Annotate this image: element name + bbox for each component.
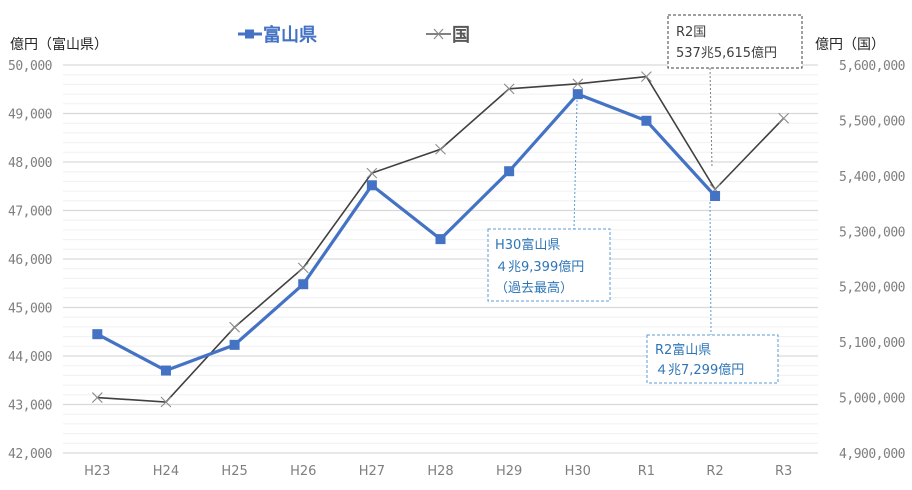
- square-marker-icon: [641, 115, 652, 126]
- callout-line: ４兆7,299億円: [655, 362, 744, 378]
- x-tick-label: H29: [496, 464, 522, 479]
- left-tick-label: 48,000: [8, 156, 52, 171]
- square-marker-icon: [366, 180, 377, 191]
- x-marker-icon: [433, 28, 444, 40]
- x-marker-icon: [641, 71, 652, 83]
- x-tick-label: H23: [84, 464, 110, 479]
- callout-h30-pref: H30富山県 ４兆9,399億円 （過去最高）: [487, 228, 611, 302]
- x-marker-icon: [297, 262, 309, 274]
- x-tick-label: R1: [638, 464, 655, 479]
- x-marker-icon: [778, 112, 790, 124]
- legend-item-pref[interactable]: 富山県: [238, 24, 317, 46]
- square-marker-icon: [710, 190, 721, 201]
- right-axis-ticks: 4,900,000 5,000,000 5,100,000 5,200,000 5,30…: [839, 59, 905, 462]
- x-marker-icon: [572, 78, 584, 90]
- toyama-line: [96, 92, 717, 373]
- x-marker-icon: [91, 392, 103, 403]
- x-marker-icon: [229, 321, 240, 333]
- legend-label-pref: 富山県: [263, 24, 317, 46]
- callout-r2-nat: R2国 537兆5,615億円: [667, 14, 803, 69]
- leader-h30-pref: [573, 99, 578, 230]
- x-axis-ticks: H23 H24 H25 H26 H27 H28 H29 H30 R1 R2 R3: [84, 464, 792, 479]
- square-marker-icon: [298, 279, 309, 290]
- right-tick-label: 5,100,000: [839, 336, 905, 351]
- callout-leaders: [573, 67, 713, 336]
- right-axis-title: 億円（国）: [815, 37, 885, 53]
- right-tick-label: 5,200,000: [839, 281, 905, 296]
- left-tick-label: 50,000: [8, 59, 52, 74]
- x-marker-icon: [435, 143, 446, 155]
- gridlines: [63, 64, 818, 454]
- callout-line: （過去最高）: [495, 280, 573, 296]
- leader-r2-nat: [709, 67, 713, 169]
- x-tick-label: H27: [359, 464, 385, 479]
- series-toyama: [92, 89, 721, 376]
- left-tick-label: 42,000: [8, 447, 52, 462]
- callout-line: R2富山県: [655, 342, 711, 358]
- square-marker-icon: [504, 166, 515, 177]
- x-tick-label: H26: [290, 464, 316, 479]
- x-tick-label: H28: [427, 464, 453, 479]
- x-marker-icon: [366, 167, 378, 179]
- left-tick-label: 46,000: [8, 253, 52, 268]
- right-tick-label: 5,600,000: [839, 59, 905, 74]
- square-marker-icon: [245, 29, 254, 39]
- x-marker-icon: [503, 83, 515, 95]
- legend: 富山県 国: [238, 24, 470, 46]
- callout-line: ４兆9,399億円: [495, 259, 584, 275]
- x-tick-label: R2: [706, 464, 723, 479]
- square-marker-icon: [435, 234, 446, 245]
- square-marker-icon: [160, 365, 171, 376]
- callout-line: H30富山県: [495, 237, 560, 253]
- callout-line: 537兆5,615億円: [676, 45, 777, 61]
- right-tick-label: 5,300,000: [839, 225, 905, 240]
- left-tick-label: 43,000: [8, 399, 52, 414]
- square-marker-icon: [92, 329, 103, 340]
- x-tick-label: H25: [221, 464, 247, 479]
- left-axis-title: 億円（富山県）: [10, 36, 108, 53]
- x-marker-icon: [160, 396, 172, 408]
- x-tick-label: H30: [565, 464, 591, 479]
- right-tick-label: 5,000,000: [839, 392, 905, 407]
- right-tick-label: 5,400,000: [839, 170, 905, 185]
- left-tick-label: 49,000: [8, 108, 52, 123]
- callout-line: R2国: [676, 25, 706, 40]
- x-tick-label: H24: [153, 464, 179, 479]
- legend-item-nat[interactable]: 国: [426, 25, 470, 46]
- x-tick-label: R3: [775, 464, 792, 479]
- callout-r2-pref: R2富山県 ４兆7,299億円: [646, 334, 779, 384]
- left-tick-label: 44,000: [8, 350, 52, 365]
- left-tick-label: 47,000: [8, 205, 52, 220]
- square-marker-icon: [572, 89, 583, 100]
- square-marker-icon: [229, 339, 240, 350]
- right-tick-label: 5,500,000: [839, 114, 905, 129]
- left-tick-label: 45,000: [8, 302, 52, 317]
- legend-label-nat: 国: [452, 25, 470, 46]
- left-axis-ticks: 42,000 43,000 44,000 45,000 46,000 47,000 48,0…: [8, 59, 52, 462]
- right-tick-label: 4,900,000: [839, 447, 905, 462]
